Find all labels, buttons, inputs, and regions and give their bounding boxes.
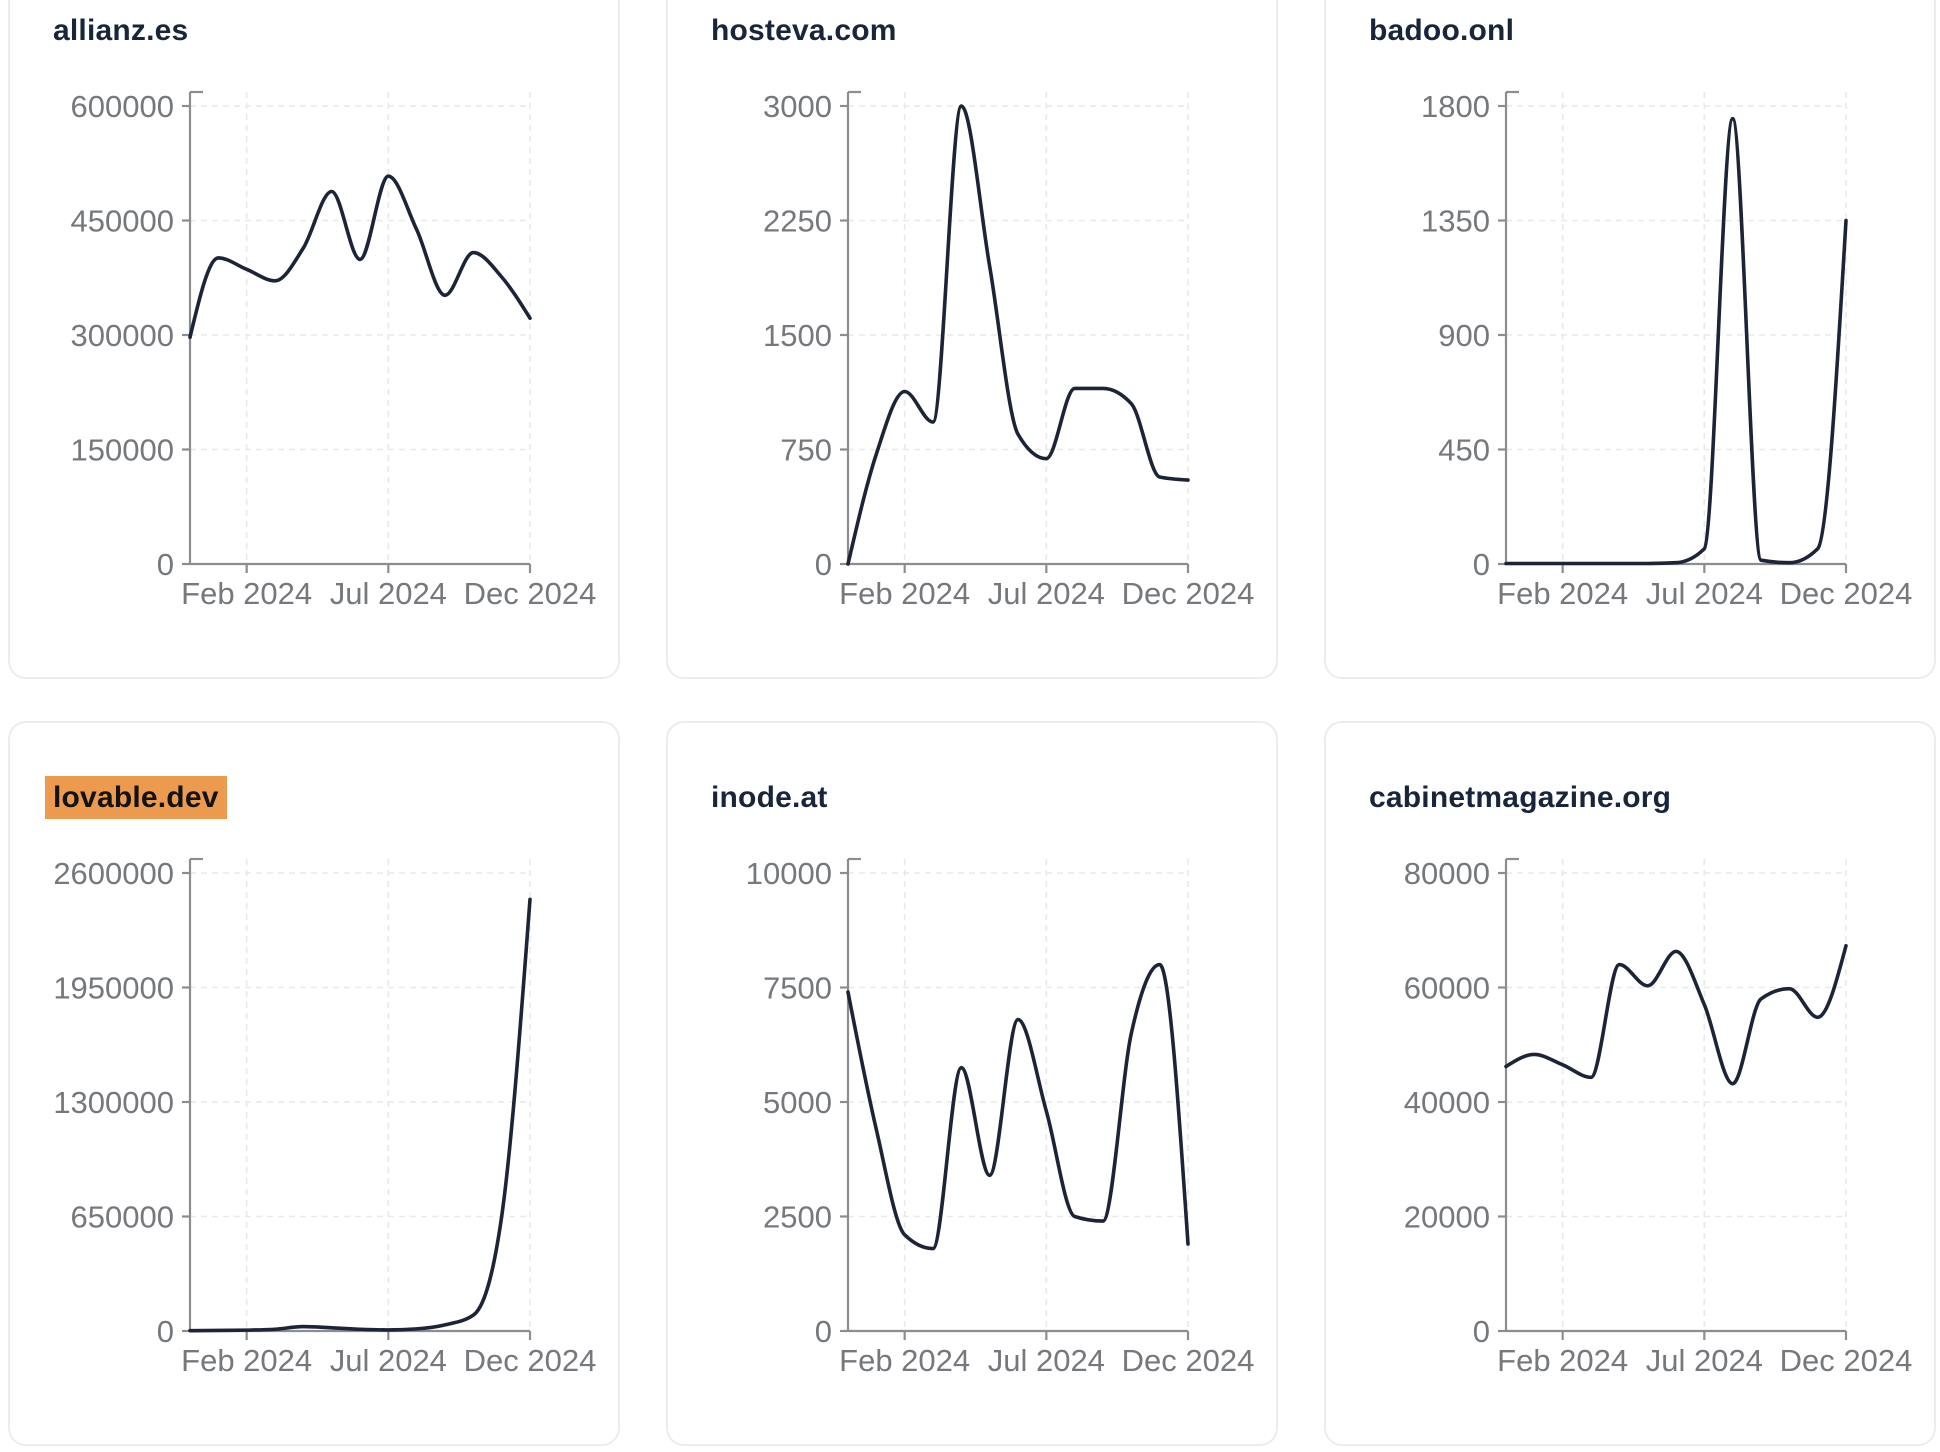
y-axis-tick-label: 0 bbox=[1473, 547, 1490, 582]
y-axis-tick-label: 900 bbox=[1438, 318, 1490, 353]
y-axis-tick-label: 0 bbox=[815, 547, 832, 582]
line-chart: Feb 2024 Jul 2024 Dec 2024 0 2500 5000 7500 100… bbox=[746, 856, 1255, 1378]
line-chart: Feb 2024 Jul 2024 Dec 2024 0 150000 300000 450… bbox=[71, 89, 597, 611]
domain-chart-card: hosteva.com Feb 2024 Jul 2024 Dec 2024 0 750… bbox=[666, 0, 1278, 679]
x-axis-tick-label: Feb 2024 bbox=[1497, 576, 1628, 611]
chart-title-text[interactable]: inode.at bbox=[711, 781, 828, 814]
y-axis-tick-label: 80000 bbox=[1404, 856, 1490, 891]
x-axis-tick-label: Jul 2024 bbox=[1646, 1343, 1763, 1378]
chart-title[interactable]: allianz.es bbox=[45, 10, 188, 52]
series-line bbox=[1504, 943, 1848, 1086]
charts-grid: allianz.es Feb 2024 Jul 2024 Dec 2024 0 1500… bbox=[8, 0, 1936, 1446]
series-line bbox=[188, 897, 532, 1333]
x-axis-tick-label: Feb 2024 bbox=[839, 576, 970, 611]
x-axis-tick-label: Feb 2024 bbox=[181, 1343, 312, 1378]
x-axis-tick-label: Dec 2024 bbox=[1780, 576, 1913, 611]
y-axis-tick-label: 650000 bbox=[71, 1200, 174, 1235]
y-axis-tick-label: 450000 bbox=[71, 204, 174, 239]
series-line bbox=[188, 174, 532, 340]
y-axis-tick-label: 0 bbox=[815, 1314, 832, 1349]
chart-title-text[interactable]: hosteva.com bbox=[711, 14, 897, 47]
domain-chart-card: badoo.onl Feb 2024 Jul 2024 Dec 2024 0 450 90… bbox=[1324, 0, 1936, 679]
x-axis-tick-label: Feb 2024 bbox=[839, 1343, 970, 1378]
series-line bbox=[846, 962, 1190, 1251]
y-axis-tick-label: 600000 bbox=[71, 89, 174, 124]
x-axis-tick-label: Dec 2024 bbox=[464, 1343, 597, 1378]
x-axis-tick-label: Feb 2024 bbox=[181, 576, 312, 611]
y-axis-tick-label: 1500 bbox=[763, 318, 832, 353]
domain-chart-card: cabinetmagazine.org Feb 2024 Jul 2024 Dec … bbox=[1324, 721, 1936, 1446]
chart-title-text[interactable]: badoo.onl bbox=[1369, 14, 1515, 47]
y-axis-tick-label: 40000 bbox=[1404, 1085, 1490, 1120]
y-axis-tick-label: 10000 bbox=[746, 856, 832, 891]
line-chart: Feb 2024 Jul 2024 Dec 2024 0 750 1500 2250 3000 bbox=[763, 89, 1255, 611]
y-axis-tick-label: 0 bbox=[157, 547, 174, 582]
chart-title-text[interactable]: allianz.es bbox=[53, 14, 189, 47]
chart-title[interactable]: badoo.onl bbox=[1361, 10, 1514, 52]
chart-title[interactable]: lovable.dev bbox=[45, 776, 227, 819]
y-axis-tick-label: 1300000 bbox=[53, 1085, 174, 1120]
series-line bbox=[846, 104, 1190, 566]
y-axis-tick-label: 20000 bbox=[1404, 1200, 1490, 1235]
y-axis-tick-label: 5000 bbox=[763, 1085, 832, 1120]
y-axis-tick-label: 3000 bbox=[763, 89, 832, 124]
y-axis-tick-label: 300000 bbox=[71, 318, 174, 353]
chart-title[interactable]: hosteva.com bbox=[703, 10, 897, 52]
y-axis-tick-label: 2500 bbox=[763, 1200, 832, 1235]
x-axis-tick-label: Jul 2024 bbox=[988, 1343, 1105, 1378]
x-axis-tick-label: Jul 2024 bbox=[988, 576, 1105, 611]
x-axis-tick-label: Dec 2024 bbox=[1122, 1343, 1255, 1378]
x-axis-tick-label: Feb 2024 bbox=[1497, 1343, 1628, 1378]
chart-title-text[interactable]: lovable.dev bbox=[45, 776, 227, 819]
y-axis-tick-label: 2250 bbox=[763, 204, 832, 239]
y-axis-tick-label: 7500 bbox=[763, 971, 832, 1006]
y-axis-tick-label: 1350 bbox=[1421, 204, 1490, 239]
x-axis-tick-label: Dec 2024 bbox=[1780, 1343, 1913, 1378]
series-line bbox=[1504, 116, 1848, 566]
domain-chart-card: inode.at Feb 2024 Jul 2024 Dec 2024 0 2500 50… bbox=[666, 721, 1278, 1446]
line-chart: Feb 2024 Jul 2024 Dec 2024 0 650000 1300000 19… bbox=[53, 856, 597, 1378]
y-axis-tick-label: 1800 bbox=[1421, 89, 1490, 124]
x-axis-tick-label: Dec 2024 bbox=[1122, 576, 1255, 611]
y-axis-tick-label: 2600000 bbox=[53, 856, 174, 891]
x-axis-tick-label: Jul 2024 bbox=[330, 1343, 447, 1378]
y-axis-tick-label: 450 bbox=[1438, 433, 1490, 468]
chart-title[interactable]: cabinetmagazine.org bbox=[1361, 777, 1671, 819]
x-axis-tick-label: Dec 2024 bbox=[464, 576, 597, 611]
chart-title-text[interactable]: cabinetmagazine.org bbox=[1369, 781, 1672, 814]
x-axis-tick-label: Jul 2024 bbox=[330, 576, 447, 611]
chart-title[interactable]: inode.at bbox=[703, 777, 828, 819]
y-axis-tick-label: 60000 bbox=[1404, 971, 1490, 1006]
y-axis-tick-label: 0 bbox=[157, 1314, 174, 1349]
y-axis-tick-label: 0 bbox=[1473, 1314, 1490, 1349]
domain-chart-card: lovable.dev Feb 2024 Jul 2024 Dec 2024 0 650… bbox=[8, 721, 620, 1446]
y-axis-tick-label: 1950000 bbox=[53, 971, 174, 1006]
y-axis-tick-label: 750 bbox=[780, 433, 832, 468]
y-axis-tick-label: 150000 bbox=[71, 433, 174, 468]
x-axis-tick-label: Jul 2024 bbox=[1646, 576, 1763, 611]
line-chart: Feb 2024 Jul 2024 Dec 2024 0 20000 40000 60000… bbox=[1404, 856, 1913, 1378]
domain-chart-card: allianz.es Feb 2024 Jul 2024 Dec 2024 0 1500… bbox=[8, 0, 620, 679]
line-chart: Feb 2024 Jul 2024 Dec 2024 0 450 900 1350 1800 bbox=[1421, 89, 1913, 611]
